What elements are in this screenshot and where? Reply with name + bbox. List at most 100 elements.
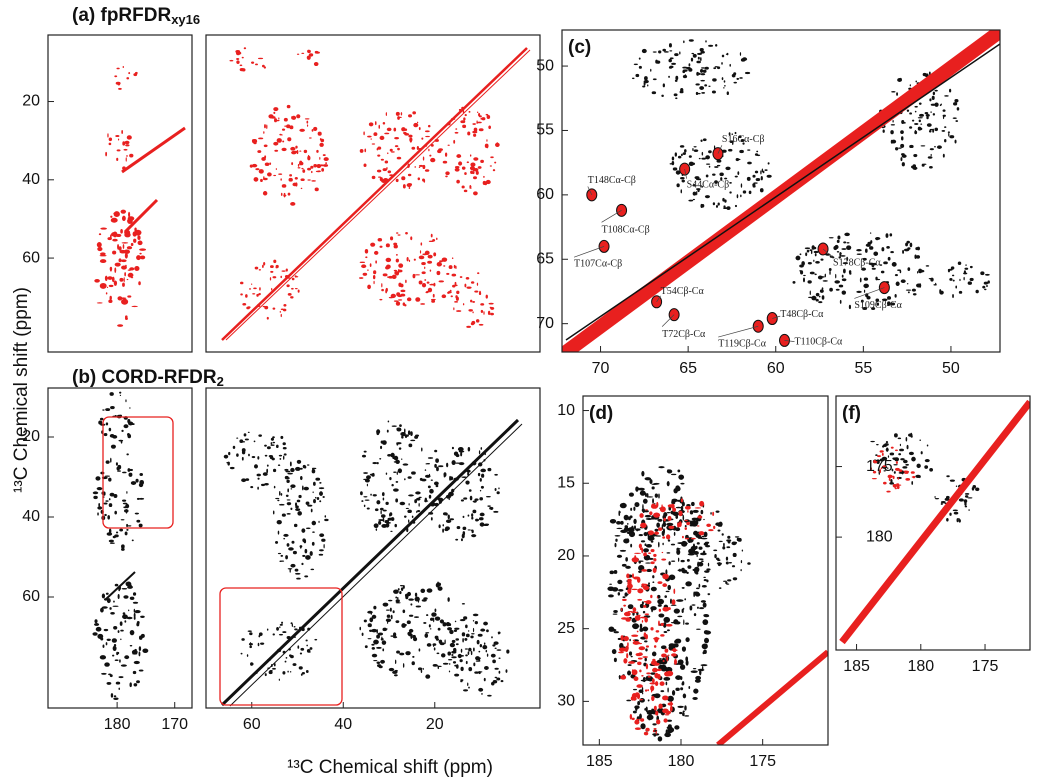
spectral-peak: [871, 264, 875, 268]
spectral-peak: [701, 535, 705, 538]
spectral-peak: [637, 661, 642, 666]
spectral-peak: [668, 75, 670, 78]
y-tick-label: 60: [536, 186, 554, 203]
spectral-peak: [829, 287, 833, 292]
spectral-peak: [390, 614, 393, 620]
spectral-peak: [645, 509, 648, 511]
spectral-peak: [257, 477, 260, 480]
spectral-peak: [279, 457, 282, 460]
spectral-peak: [613, 609, 618, 614]
spectral-peak: [294, 502, 298, 507]
spectral-peak: [930, 103, 936, 106]
spectral-peak: [732, 577, 738, 581]
spectral-peak: [373, 605, 377, 610]
spectral-peak: [930, 111, 932, 113]
spectral-peak: [369, 473, 374, 476]
spectral-peak: [315, 170, 321, 173]
spectral-peak: [133, 238, 137, 243]
spectral-peak: [296, 53, 300, 55]
spectral-peak: [494, 676, 498, 679]
spectral-peak: [918, 127, 923, 131]
spectral-peak: [381, 179, 387, 184]
spectral-peak: [300, 647, 305, 651]
spectral-peak: [908, 451, 914, 456]
spectral-peak: [411, 661, 415, 666]
spectral-peak: [110, 612, 115, 615]
spectral-peak: [385, 501, 389, 505]
spectral-peak: [668, 43, 672, 48]
spectral-peak: [472, 300, 476, 303]
spectral-peak: [465, 654, 468, 657]
spectral-peak: [314, 638, 318, 641]
spectral-peak: [299, 467, 303, 470]
spectral-peak: [702, 602, 707, 608]
spectral-peak: [471, 171, 475, 175]
spectral-peak: [408, 114, 413, 118]
spectral-peak: [465, 624, 468, 629]
spectral-peak: [258, 169, 264, 174]
spectral-peak: [94, 619, 98, 624]
spectral-peak: [270, 437, 274, 441]
spectral-peak: [618, 510, 621, 517]
spectral-peak: [725, 556, 729, 561]
spectral-peak: [919, 269, 925, 273]
spectral-peak: [437, 666, 440, 670]
spectral-peak: [703, 531, 708, 538]
spectral-peak: [645, 600, 652, 605]
spectral-peak: [697, 668, 705, 672]
spectral-peak: [946, 475, 950, 478]
spectral-peak: [841, 274, 844, 278]
spectral-peak: [223, 454, 229, 459]
panel-title: (a) fpRFDRxy16: [72, 5, 200, 27]
spectral-peak: [112, 654, 115, 657]
spectral-peak: [315, 477, 321, 481]
spectral-peak: [317, 131, 322, 136]
spectral-peak: [698, 157, 701, 160]
spectral-peak: [408, 134, 413, 138]
spectral-peak: [667, 469, 670, 472]
spectral-peak: [442, 662, 449, 665]
spectral-peak: [301, 671, 305, 675]
spectral-peak: [297, 645, 300, 649]
spectral-peak: [311, 520, 317, 526]
spectral-peak: [105, 642, 108, 646]
spectral-peak: [903, 470, 909, 473]
spectral-peak: [612, 613, 618, 615]
spectral-peak: [426, 462, 430, 465]
spectral-peak: [139, 248, 147, 251]
spectral-peak: [109, 295, 112, 301]
spectral-peak: [124, 140, 130, 145]
spectral-peak: [729, 191, 732, 194]
spectral-peak: [708, 165, 711, 168]
spectral-peak: [418, 166, 421, 168]
spectral-peak: [310, 568, 315, 571]
spectral-peak: [697, 188, 700, 193]
spectral-peak: [684, 519, 688, 522]
spectral-peak: [287, 488, 290, 493]
spectral-peak: [822, 280, 828, 282]
spectral-peak: [636, 577, 641, 583]
spectral-peak: [632, 695, 637, 698]
spectral-peak: [617, 579, 623, 585]
spectral-peak: [314, 51, 320, 54]
spectral-peak: [461, 166, 466, 170]
spectral-peak: [681, 179, 685, 183]
spectral-peak: [652, 581, 655, 584]
spectral-peak: [700, 600, 706, 603]
spectral-peak: [391, 483, 394, 487]
spectral-peak: [469, 185, 472, 189]
spectral-peak: [473, 647, 475, 652]
spectral-peak: [494, 647, 497, 649]
spectral-peak: [656, 522, 660, 528]
spectral-peak: [666, 719, 672, 722]
spectral-peak: [116, 67, 120, 70]
spectral-peak: [307, 651, 311, 653]
spectral-peak: [733, 72, 737, 76]
spectral-peak: [411, 515, 414, 519]
spectral-peak: [377, 237, 383, 242]
spectral-peak: [108, 284, 114, 288]
leader-line: [772, 315, 781, 319]
spectral-peak: [275, 540, 279, 544]
spectral-peak: [279, 560, 282, 562]
